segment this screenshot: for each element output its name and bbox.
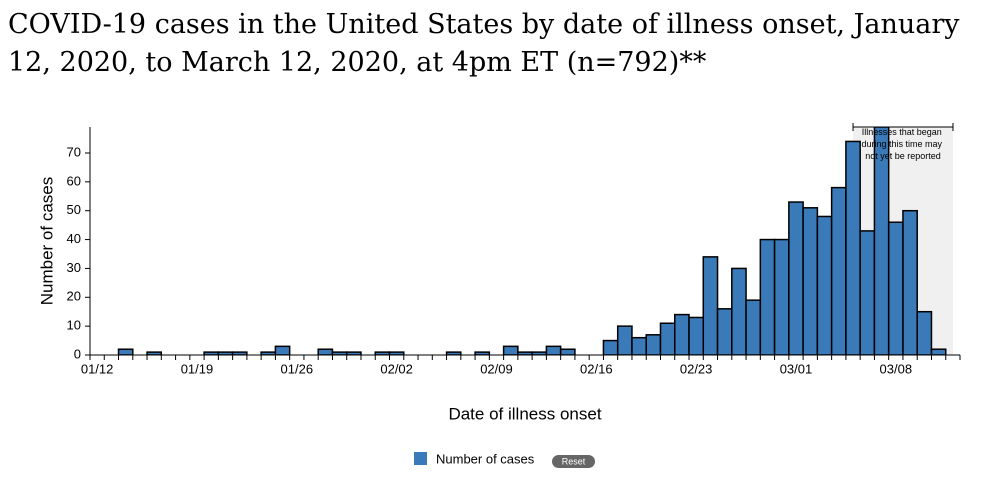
bar [773, 238, 790, 355]
x-tick-label: 02/02 [380, 361, 413, 376]
bar [845, 140, 861, 355]
annotation: Illnesses that began during this time ma… [862, 127, 945, 161]
annotation-line: during this time may [862, 139, 945, 149]
bar [802, 207, 819, 355]
bar [745, 299, 762, 355]
legend-swatch [414, 452, 427, 465]
x-tick-label: 01/12 [81, 361, 114, 376]
x-tick-label: 01/26 [281, 361, 314, 376]
x-tick-label: 02/09 [480, 361, 513, 376]
bar [502, 345, 519, 355]
x-axis-label: Date of illness onset [448, 404, 601, 423]
bar [317, 348, 334, 355]
y-axis-label: Number of cases [37, 177, 56, 306]
reset-button[interactable] [552, 455, 595, 468]
chart-title: COVID-19 cases in the United States by d… [8, 9, 960, 78]
y-tick-label: 20 [67, 289, 81, 304]
bar [674, 313, 690, 355]
bar [902, 209, 918, 355]
x-tick-label: 02/23 [680, 361, 713, 376]
y-tick-label: 0 [74, 346, 81, 361]
x-tick-label: 02/16 [580, 361, 613, 376]
y-tick-label: 50 [67, 202, 81, 217]
y-tick-label: 10 [67, 318, 81, 333]
bar [716, 308, 733, 355]
annotation-line: not yet be reported [865, 151, 941, 161]
bar [930, 348, 947, 355]
bar [117, 348, 134, 355]
legend-label: Number of cases [436, 451, 535, 466]
bar [559, 348, 576, 355]
y-tick-label: 60 [67, 173, 81, 188]
bar [659, 322, 676, 355]
bar [274, 345, 291, 355]
bar [616, 325, 633, 355]
bar [645, 334, 662, 355]
bar [759, 238, 776, 355]
bar [702, 256, 719, 355]
annotation-line: Illnesses that began [862, 127, 945, 137]
y-tick-label: 40 [67, 231, 81, 246]
bar [788, 201, 804, 355]
bar [887, 221, 904, 355]
bar [545, 345, 562, 355]
y-tick-label: 30 [67, 260, 81, 275]
y-tick-label: 70 [67, 144, 81, 159]
bar [816, 215, 833, 355]
x-tick-label: 03/01 [780, 361, 813, 376]
bar [631, 336, 647, 355]
bar [916, 310, 933, 355]
bar [859, 230, 876, 355]
bar [602, 339, 619, 355]
bar [731, 267, 747, 355]
x-tick-label: 01/19 [181, 361, 214, 376]
reset-button-label[interactable]: Reset [562, 456, 586, 466]
bar [830, 186, 847, 355]
x-tick-label: 03/08 [880, 361, 913, 376]
bar [688, 316, 705, 355]
